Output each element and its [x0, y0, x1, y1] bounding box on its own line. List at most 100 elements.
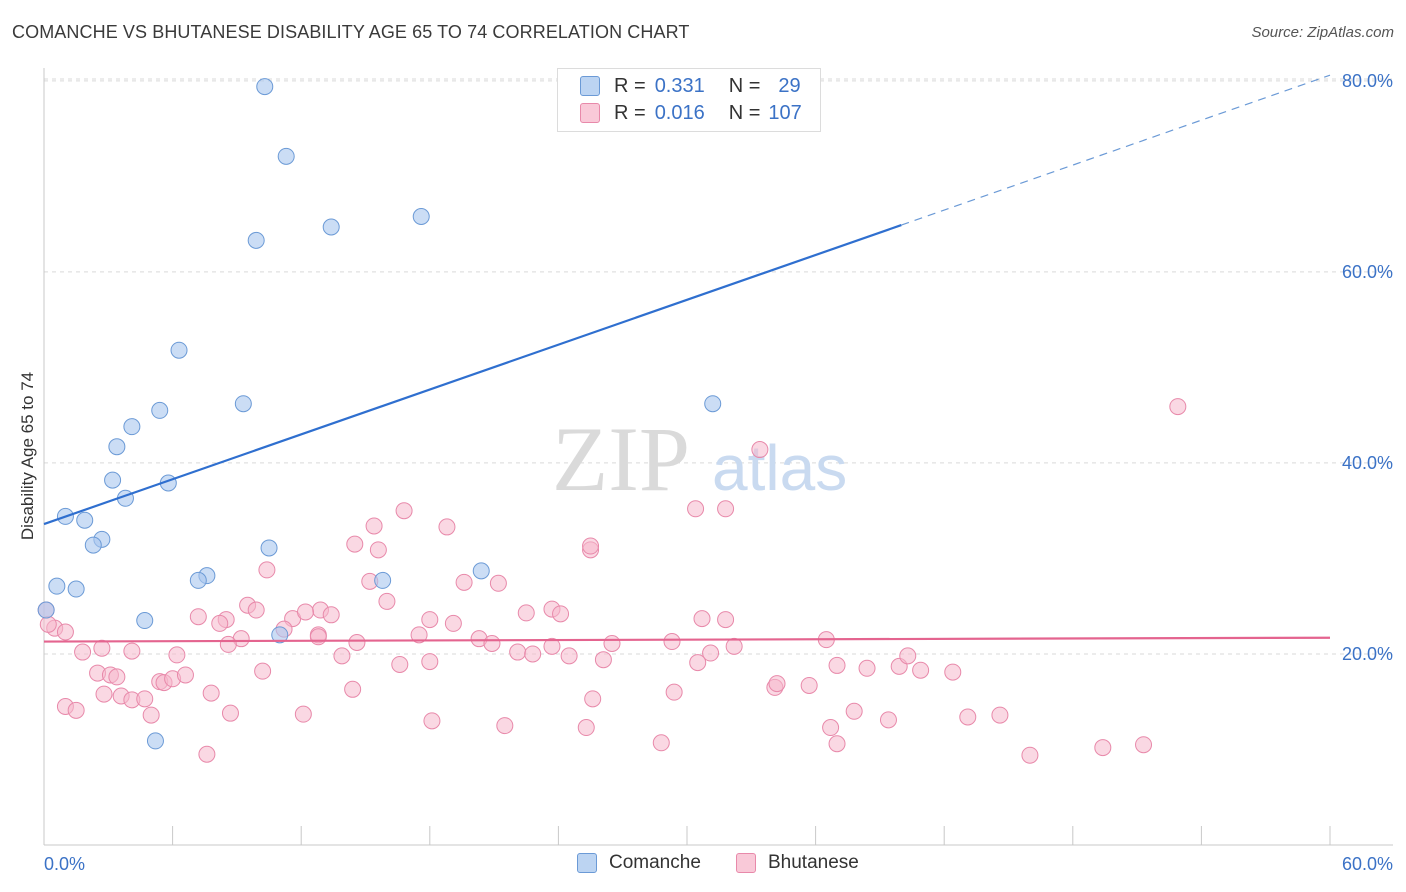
bhutanese-point: [828, 735, 846, 753]
bhutanese-point: [202, 684, 220, 702]
comanche-point: [256, 78, 274, 96]
bhutanese-legend-swatch: [736, 853, 756, 873]
bhutanese-point: [391, 655, 409, 673]
bhutanese-point: [455, 573, 473, 591]
legend-n-label: N =: [728, 101, 761, 124]
comanche-point: [123, 418, 141, 436]
bhutanese-point: [198, 745, 216, 763]
bhutanese-point: [858, 659, 876, 677]
watermark-zip: ZIP: [552, 408, 690, 510]
comanche-point: [322, 218, 340, 236]
comanche-point: [412, 207, 430, 225]
bhutanese-point: [221, 704, 239, 722]
bhutanese-point: [693, 610, 711, 628]
x-tick-label-max: 60.0%: [1342, 854, 1393, 874]
trend-lines: [43, 74, 1331, 643]
comanche-points: [37, 78, 722, 750]
bhutanese-point: [845, 702, 863, 720]
bhutanese-point: [584, 690, 602, 708]
bhutanese-point: [247, 601, 265, 619]
bhutanese-point: [483, 634, 501, 652]
bhutanese-point: [142, 706, 160, 724]
bhutanese-point: [717, 611, 735, 629]
legend-n-value: 107: [768, 101, 802, 124]
bhutanese-point: [296, 603, 314, 621]
bhutanese-point: [444, 614, 462, 632]
comanche-point: [472, 562, 490, 580]
bhutanese-point: [552, 605, 570, 623]
bhutanese-point: [489, 574, 507, 592]
bhutanese-point: [944, 663, 962, 681]
legend-label-comanche: Comanche: [609, 852, 701, 873]
bhutanese-point: [56, 623, 74, 641]
legend-r-label: R =: [614, 101, 646, 124]
bhutanese-point: [509, 643, 527, 661]
bhutanese-point: [725, 637, 743, 655]
comanche-point: [67, 580, 85, 598]
comanche-point: [37, 601, 55, 619]
chart-title: COMANCHE VS BHUTANESE DISABILITY AGE 65 …: [12, 22, 690, 42]
x-ticks: [43, 826, 1331, 845]
comanche-point: [108, 438, 126, 456]
bhutanese-point: [687, 500, 705, 518]
bhutanese-point: [1169, 398, 1187, 416]
bhutanese-point: [395, 502, 413, 520]
bhutanese-point: [258, 561, 276, 579]
x-tick-label-min: 0.0%: [44, 854, 85, 874]
bhutanese-point: [991, 706, 1009, 724]
bhutanese-point: [322, 606, 340, 624]
y-axis-label: Disability Age 65 to 74: [18, 372, 37, 540]
bhutanese-point: [1135, 736, 1153, 754]
bhutanese-point: [93, 639, 111, 657]
bhutanese-points: [37, 398, 1187, 764]
bhutanese-point: [496, 717, 514, 735]
y-tick-labels: 20.0% 40.0% 60.0% 80.0%: [1342, 71, 1393, 664]
y-tick-label: 80.0%: [1342, 71, 1393, 91]
bhutanese-point: [365, 517, 383, 535]
comanche-point: [84, 536, 102, 554]
comanche-point: [104, 471, 122, 489]
bhutanese-point: [421, 653, 439, 671]
watermark: ZIP atlas: [552, 408, 847, 510]
bhutanese-point: [108, 668, 126, 686]
bhutanese-point: [665, 683, 683, 701]
legend-label-bhutanese: Bhutanese: [768, 852, 859, 873]
bhutanese-point: [219, 635, 237, 653]
bhutanese-point: [74, 643, 92, 661]
bhutanese-point: [211, 614, 229, 632]
legend-r-label: R =: [614, 74, 646, 97]
comanche-point: [189, 571, 207, 589]
comanche-point: [247, 231, 265, 249]
comanche-point: [260, 539, 278, 557]
bhutanese-trend-line: [43, 636, 1331, 643]
bhutanese-point: [899, 647, 917, 665]
bhutanese-point: [95, 685, 113, 703]
bhutanese-point: [309, 628, 327, 646]
bhutanese-point: [176, 666, 194, 684]
bhutanese-point: [438, 518, 456, 536]
bhutanese-point: [517, 604, 535, 622]
bhutanese-point: [800, 676, 818, 694]
legend-n-value: 29: [778, 74, 801, 97]
bhutanese-point: [123, 642, 141, 660]
bhutanese-point: [67, 701, 85, 719]
bhutanese-point: [582, 537, 600, 555]
comanche-point: [277, 147, 295, 165]
bhutanese-point: [189, 608, 207, 626]
comanche-point: [76, 511, 94, 529]
bhutanese-point: [378, 592, 396, 610]
bhutanese-point: [912, 661, 930, 679]
bhutanese-point: [959, 708, 977, 726]
legend-n-label: N =: [728, 74, 761, 97]
bhutanese-point: [543, 637, 561, 655]
bhutanese-point: [348, 634, 366, 652]
bhutanese-point: [717, 500, 735, 518]
bhutanese-point: [577, 719, 595, 737]
grid-lines: [44, 78, 1393, 655]
y-tick-label: 60.0%: [1342, 262, 1393, 282]
bhutanese-point: [1021, 746, 1039, 764]
bhutanese-point: [344, 680, 362, 698]
comanche-point: [374, 571, 392, 589]
legend-r-value: 0.331: [654, 74, 705, 97]
